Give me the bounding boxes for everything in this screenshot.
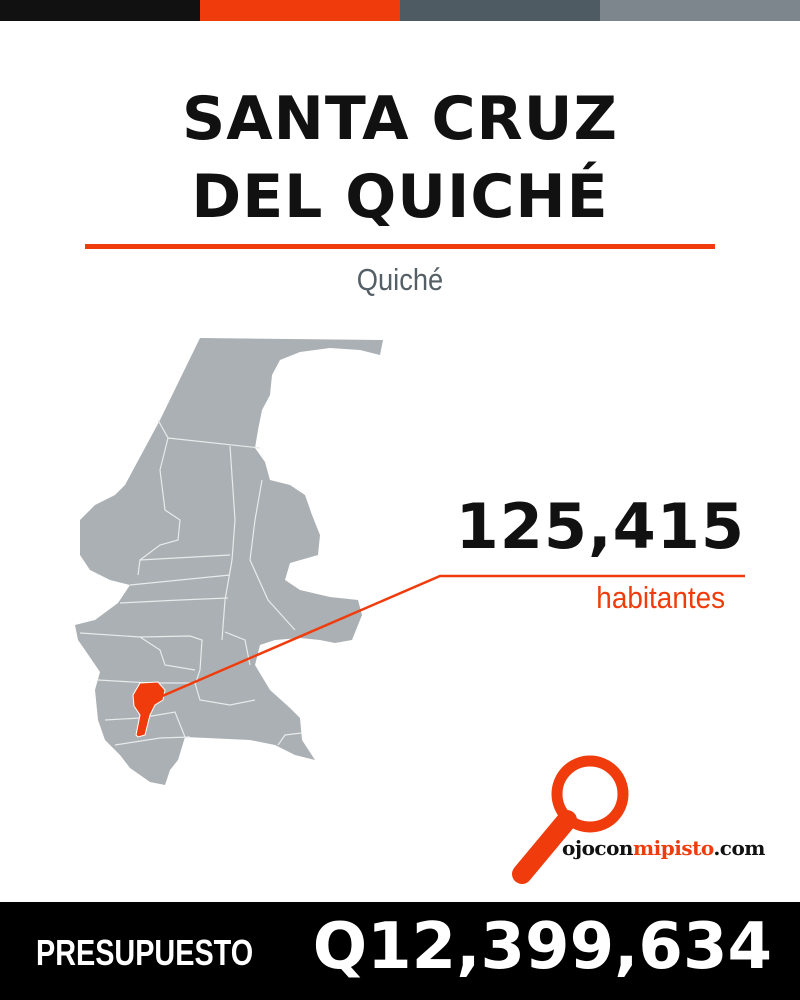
bar-black bbox=[0, 0, 200, 21]
budget-value: Q12,399,634 bbox=[312, 910, 772, 984]
budget-footer: PRESUPUESTO Q12,399,634 bbox=[0, 902, 800, 1000]
title-line-2: DEL QUICHÉ bbox=[191, 162, 609, 232]
department-outline bbox=[75, 338, 383, 785]
title-line-1: SANTA CRUZ bbox=[182, 84, 618, 154]
site-logo[interactable]: ojoconmipisto.com bbox=[562, 836, 765, 860]
logo-part-2: mipisto bbox=[632, 836, 714, 860]
page-title: SANTA CRUZ DEL QUICHÉ bbox=[0, 80, 800, 236]
municipality-borders bbox=[79, 419, 303, 746]
highlighted-municipality bbox=[132, 681, 166, 738]
bar-slate bbox=[400, 0, 600, 21]
bar-gray bbox=[600, 0, 800, 21]
logo-part-3: .com bbox=[713, 836, 765, 860]
title-divider bbox=[85, 244, 715, 249]
budget-label: PRESUPUESTO bbox=[36, 932, 254, 973]
population-value: 125,415 bbox=[455, 490, 745, 563]
logo-part-1: ojocon bbox=[562, 836, 633, 860]
magnifier-logo-icon bbox=[512, 755, 629, 884]
callout-line bbox=[159, 574, 745, 699]
population-label: habitantes bbox=[596, 580, 725, 615]
top-color-bars bbox=[0, 0, 800, 21]
bar-orange bbox=[200, 0, 400, 21]
department-name: Quiché bbox=[356, 262, 444, 297]
department-map bbox=[75, 338, 745, 884]
